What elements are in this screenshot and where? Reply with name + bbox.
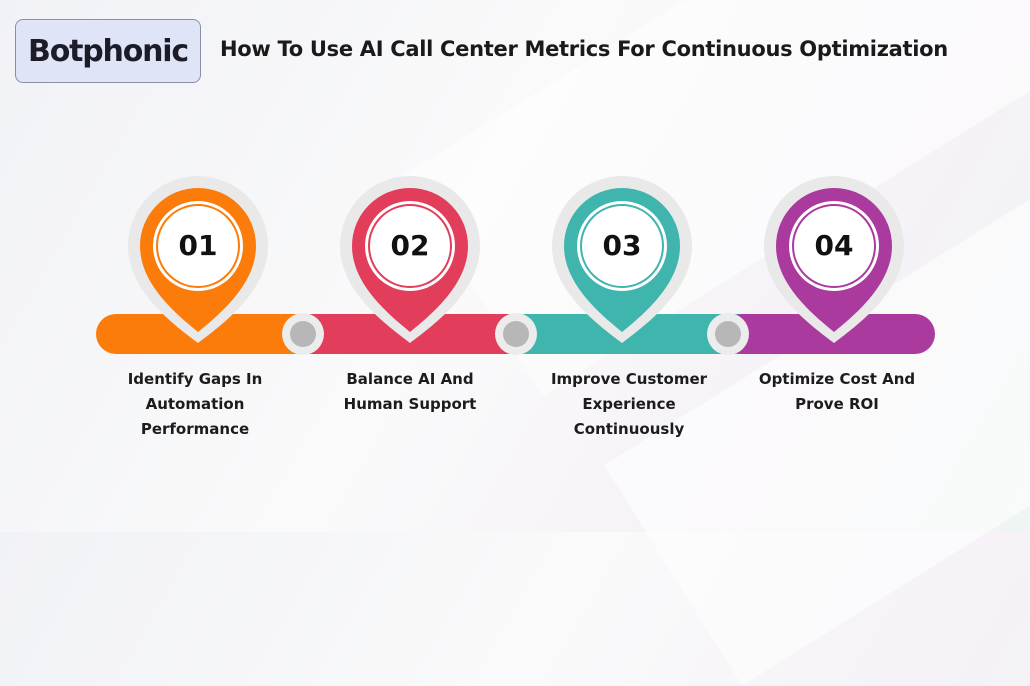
step-number-3: 03 xyxy=(602,229,642,262)
step-label-line: Identify Gaps In xyxy=(127,370,263,388)
step-label-3: Improve Customer Experience Continuously xyxy=(534,367,724,442)
pin-marker-1 xyxy=(128,176,268,343)
step-label-line: Automation xyxy=(145,395,245,413)
step-label-line: Performance xyxy=(140,420,250,438)
step-label-line: Prove ROI xyxy=(795,395,879,413)
step-label-line: Optimize Cost And xyxy=(758,370,916,388)
step-label-1: Identify Gaps In Automation Performance xyxy=(100,367,290,442)
step-number-2: 02 xyxy=(390,229,430,262)
step-number-4: 04 xyxy=(814,229,854,262)
pin-marker-2 xyxy=(340,176,480,343)
brand-logo-text: Botphonic xyxy=(28,33,189,69)
timeline-diagram xyxy=(96,176,935,355)
step-label-2: Balance AI And Human Support xyxy=(315,367,505,417)
step-label-line: Improve Customer xyxy=(550,370,708,388)
step-label-line: Experience xyxy=(582,395,676,413)
connector-dot-1 xyxy=(282,313,324,355)
pin-marker-4 xyxy=(764,176,904,343)
step-label-line: Human Support xyxy=(343,395,477,413)
connector-dot-3 xyxy=(707,313,749,355)
step-label-4: Optimize Cost And Prove ROI xyxy=(742,367,932,417)
brand-logo: Botphonic xyxy=(15,19,201,83)
step-number-1: 01 xyxy=(178,229,218,262)
pin-marker-3 xyxy=(552,176,692,343)
step-label-line: Balance AI And xyxy=(346,370,474,388)
connector-dot-2 xyxy=(495,313,537,355)
page-title: How To Use AI Call Center Metrics For Co… xyxy=(220,37,948,61)
step-label-line: Continuously xyxy=(573,420,685,438)
